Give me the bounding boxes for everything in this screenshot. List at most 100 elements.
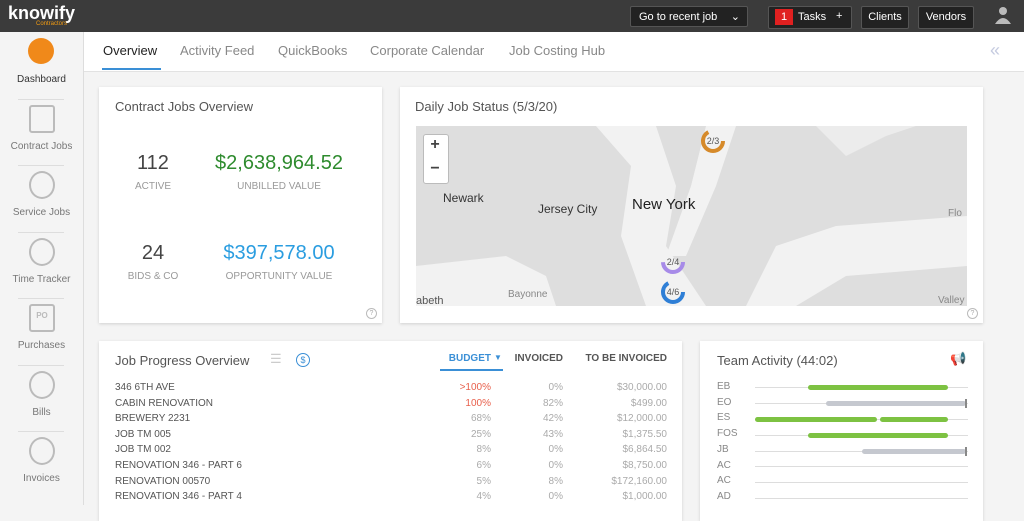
job-cell: 5% [476,475,491,487]
stat-label: UNBILLED VALUE [237,181,321,192]
nav-item[interactable]: Dashboard [17,74,66,85]
job-cell: $6,864.50 [622,444,668,456]
recent-job[interactable]: Go to recent job ⌄ [630,6,748,27]
tab[interactable]: QuickBooks [278,43,348,58]
job-cell: $1,000.00 [622,491,668,503]
list-icon[interactable]: ☰ [270,351,282,366]
stat-value: 24 [141,242,165,264]
job-cell: $1,375.50 [622,428,668,440]
job-cell: 0% [548,444,563,456]
job-cell: 0% [548,382,563,393]
job-cell: $30,000.00 [616,382,667,393]
stat-label: OPPORTUNITY VALUE [225,271,333,282]
stat-label: ACTIVE [134,181,172,192]
card-title: Team Activity (44:02) [717,353,838,368]
logo: knowify [8,3,76,23]
help[interactable]: ? [366,308,377,319]
member: FOS [717,428,738,440]
job-name[interactable]: RENOVATION 346 - PART 4 [115,491,242,503]
job-cell: 100% [465,397,491,409]
map-marker[interactable]: 4/6 [666,287,680,297]
nav-item[interactable]: Contract Jobs [10,140,73,152]
user-icon[interactable] [994,6,1012,24]
map-marker[interactable]: 2/3 [706,136,720,146]
map-label: Flo [948,208,962,219]
map-label: Bayonne [508,289,548,300]
job-cell: $172,160.00 [611,475,667,487]
icon-text: PO [36,311,48,320]
map [416,126,967,306]
tasks-count: 1 [775,9,793,25]
divider [18,431,64,432]
collapse[interactable]: « [990,40,1001,60]
help[interactable]: ? [967,308,978,319]
nav-item[interactable]: Service Jobs [12,207,71,218]
member: AC [717,475,731,487]
member: AD [717,490,731,502]
map-marker[interactable]: 2/4 [666,257,680,267]
column-underline [440,369,503,371]
divider [18,231,64,233]
divider [18,98,64,100]
sidebar [0,32,84,505]
logo-sub: Contractors [36,21,68,27]
job-name[interactable]: 346 6TH AVE [115,382,175,393]
topbar [0,0,1024,32]
icon [29,171,55,199]
icon [28,38,54,64]
stat-value: $397,578.00 [223,242,335,264]
column-header[interactable]: INVOICED [514,353,563,364]
tab[interactable]: Overview [103,43,158,58]
icon [29,304,55,332]
job-cell: 42% [542,413,563,425]
stat-value: $2,638,964.52 [215,152,343,174]
stat-label: BIDS & CO [127,271,179,282]
job-cell: 8% [476,444,491,456]
map-label: abeth [416,295,444,307]
job-cell: 8% [548,475,563,487]
zoom-out[interactable]: − [430,160,440,177]
map-label: Jersey City [538,202,598,216]
map-label: Valley [938,295,965,306]
vendors[interactable]: Vendors [918,6,974,29]
icon [29,437,55,465]
map-label: New York [632,196,696,213]
job-cell: $12,000.00 [616,413,667,425]
activity-bars [755,385,968,499]
card-title: Contract Jobs Overview [115,99,253,114]
job-cell: 43% [542,428,563,440]
column-header[interactable]: BUDGET [448,353,491,364]
currency-toggle[interactable]: $ [296,353,310,367]
icon [29,237,55,266]
map-label: Newark [443,191,484,205]
nav-item[interactable]: Purchases [17,340,66,351]
tab-underline [102,68,161,70]
job-name[interactable]: CABIN RENOVATION [115,397,213,409]
tasks-add[interactable]: + [836,10,843,22]
job-name[interactable]: RENOVATION 346 - PART 6 [115,460,242,471]
nav-item[interactable]: Time Tracker [12,273,71,285]
tab[interactable]: Corporate Calendar [370,43,485,58]
job-cell: 0% [548,491,563,503]
job-name[interactable]: RENOVATION 00570 [115,475,211,487]
job-cell: 6% [476,460,491,471]
icon [29,104,55,133]
job-name[interactable]: JOB TM 002 [115,444,171,456]
tab[interactable]: Job Costing Hub [509,43,606,58]
zoom-in[interactable]: + [430,136,440,153]
tab[interactable]: Activity Feed [180,43,255,58]
job-name[interactable]: JOB TM 005 [115,428,171,440]
member: EB [717,381,731,392]
member: JB [717,443,729,455]
nav-item[interactable]: Invoices [23,473,60,484]
clients[interactable]: Clients [861,6,909,29]
column-header[interactable]: TO BE INVOICED [585,353,668,364]
contract-jobs-card [99,87,382,323]
job-name[interactable]: BREWERY 2231 [115,413,191,425]
card-title: Job Progress Overview [115,353,250,368]
team-activity-card [700,341,983,521]
nav-item[interactable]: Bills [32,406,51,418]
announce-icon[interactable]: 📢 [950,351,967,366]
job-cell: 25% [470,428,491,440]
